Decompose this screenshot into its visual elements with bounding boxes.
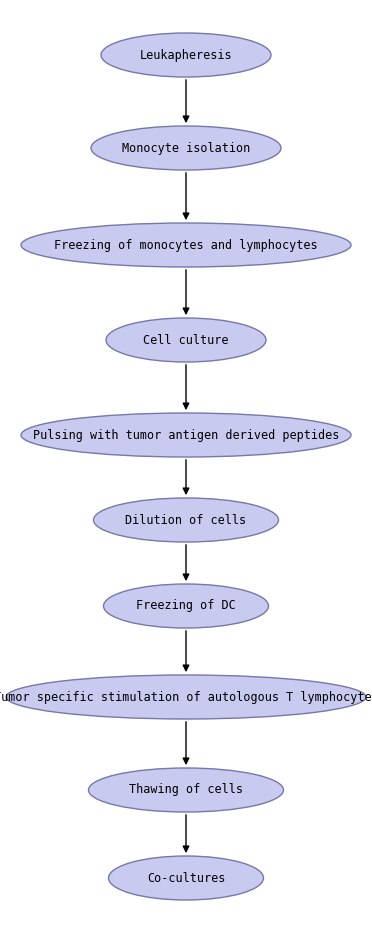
Text: Thawing of cells: Thawing of cells: [129, 783, 243, 796]
Text: Tumor specific stimulation of autologous T lymphocytes: Tumor specific stimulation of autologous…: [0, 691, 372, 704]
Ellipse shape: [21, 223, 351, 267]
Text: Monocyte isolation: Monocyte isolation: [122, 142, 250, 155]
Ellipse shape: [89, 768, 283, 812]
Text: Leukapheresis: Leukapheresis: [140, 48, 232, 61]
Ellipse shape: [106, 318, 266, 362]
Text: Cell culture: Cell culture: [143, 334, 229, 347]
Text: Co-cultures: Co-cultures: [147, 871, 225, 884]
Ellipse shape: [101, 33, 271, 77]
Ellipse shape: [93, 498, 279, 542]
Text: Pulsing with tumor antigen derived peptides: Pulsing with tumor antigen derived pepti…: [33, 428, 339, 441]
Ellipse shape: [103, 584, 269, 628]
Ellipse shape: [21, 413, 351, 457]
Text: Dilution of cells: Dilution of cells: [125, 514, 247, 527]
Text: Freezing of monocytes and lymphocytes: Freezing of monocytes and lymphocytes: [54, 238, 318, 251]
Text: Freezing of DC: Freezing of DC: [136, 600, 236, 613]
Ellipse shape: [109, 856, 263, 900]
Ellipse shape: [6, 675, 366, 719]
Ellipse shape: [91, 126, 281, 170]
